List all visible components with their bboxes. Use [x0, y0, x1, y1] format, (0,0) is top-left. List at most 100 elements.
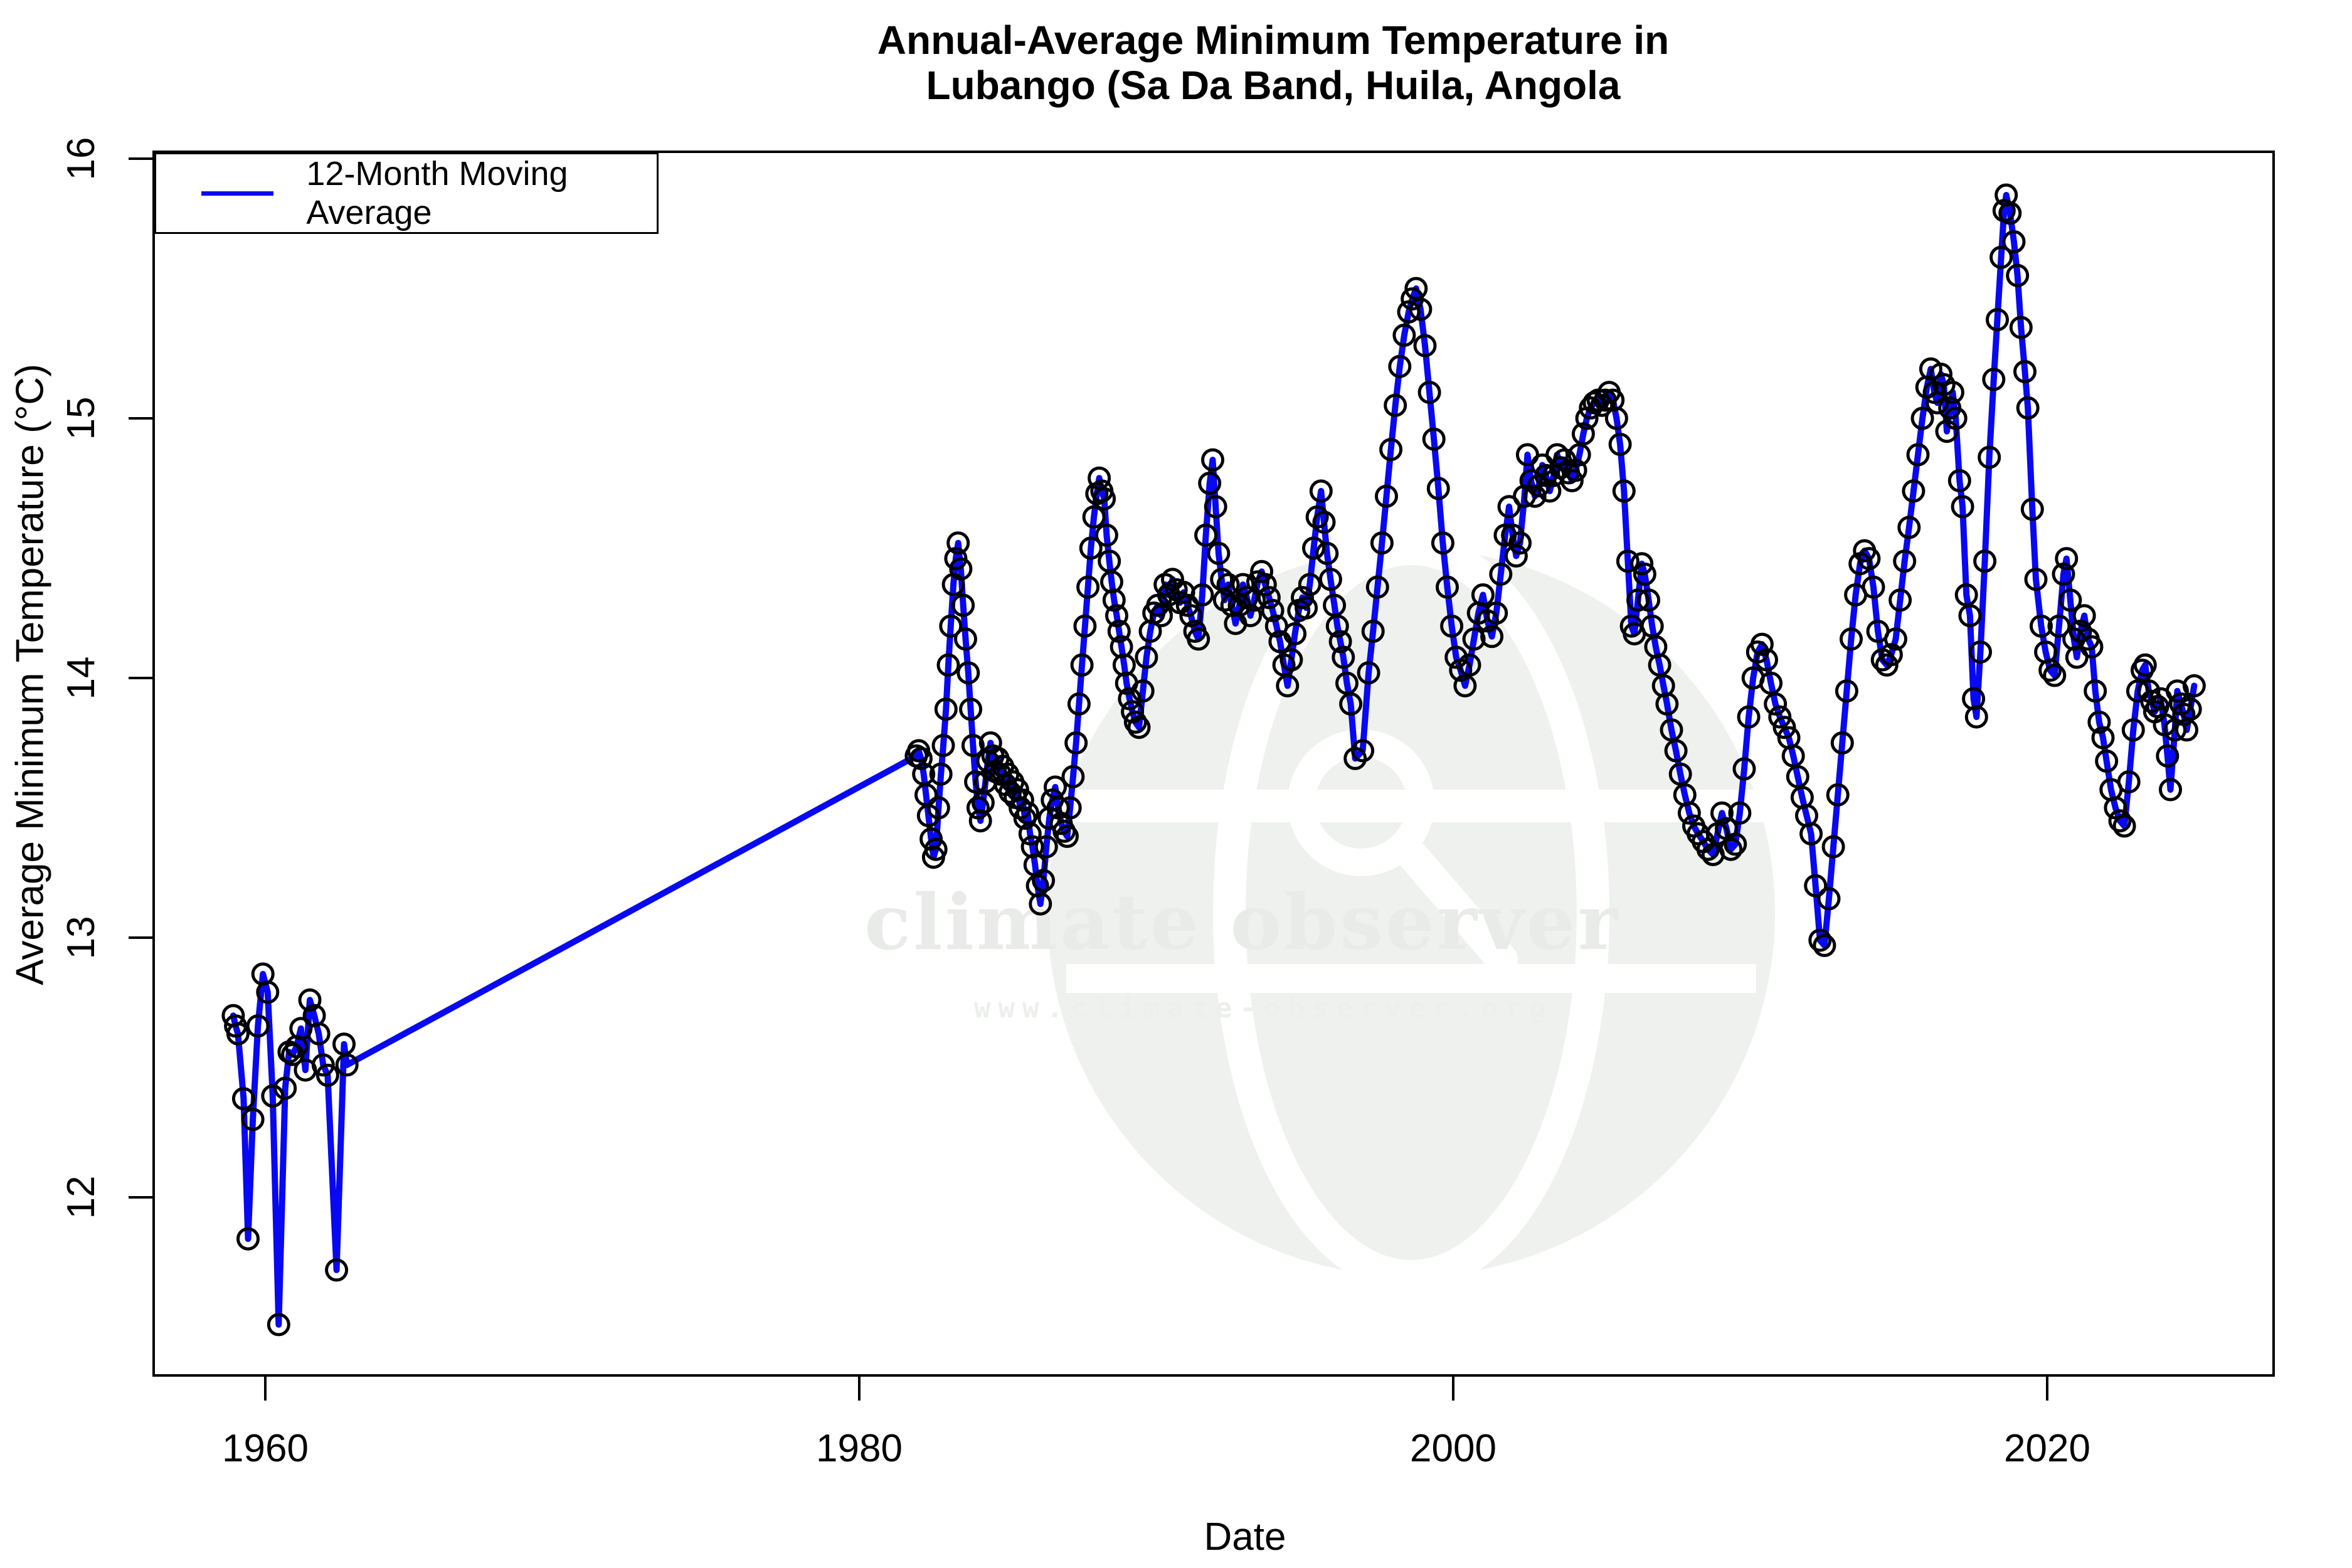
- data-point-marker: [1032, 869, 1056, 893]
- chart-title-line2: Lubango (Sa Da Band, Huila, Angola: [926, 63, 1621, 108]
- data-point-marker: [2182, 674, 2206, 697]
- x-tick-label: 1980: [816, 1427, 903, 1470]
- data-point-marker: [1929, 363, 1952, 386]
- chart-title-line1: Annual-Average Minimum Temperature in: [877, 18, 1670, 63]
- data-point-marker: [1781, 744, 1805, 768]
- data-point-marker: [1560, 469, 1584, 492]
- data-point-marker: [1118, 687, 1142, 711]
- data-point-marker: [1728, 801, 1752, 825]
- data-point-marker: [1737, 705, 1761, 729]
- data-point-marker: [1786, 765, 1809, 788]
- data-point-marker: [2091, 726, 2115, 750]
- data-point-marker: [1857, 547, 1881, 571]
- data-point-marker: [1941, 381, 1964, 405]
- data-point-marker: [2104, 796, 2127, 820]
- data-point-marker: [1817, 887, 1841, 911]
- data-point-marker: [1123, 710, 1147, 734]
- data-point-marker: [1998, 201, 2022, 225]
- data-point-marker: [2002, 230, 2026, 253]
- data-point-marker: [1910, 406, 1934, 430]
- data-point-marker: [1190, 583, 1214, 607]
- data-point-marker: [924, 837, 948, 861]
- data-point-marker: [2133, 653, 2157, 677]
- data-point-marker: [256, 980, 280, 1004]
- data-point-marker: [267, 1313, 290, 1337]
- data-point-marker: [1875, 653, 1899, 677]
- data-point-marker: [1677, 801, 1701, 825]
- data-point-marker: [1660, 718, 1683, 742]
- data-point-marker: [1504, 544, 1528, 568]
- y-axis-title: Average Minimum Temperature (°C): [8, 364, 52, 985]
- data-point-marker: [1655, 692, 1679, 716]
- data-point-marker: [1969, 640, 1992, 664]
- data-point-marker: [1370, 531, 1394, 555]
- data-point-marker: [1564, 458, 1587, 482]
- data-point-marker: [1732, 757, 1756, 781]
- data-point-marker: [1298, 573, 1322, 596]
- data-point-marker: [2172, 702, 2196, 726]
- data-point-marker: [1315, 541, 1339, 565]
- data-point-marker: [1508, 531, 1532, 555]
- data-point-marker: [1835, 679, 1858, 703]
- data-point-marker: [1440, 614, 1464, 638]
- data-point-marker: [1339, 692, 1363, 716]
- plot-border: [152, 151, 2275, 1377]
- data-point-marker: [1309, 479, 1333, 503]
- data-point-marker: [2020, 497, 2044, 521]
- data-point-marker: [1840, 627, 1863, 651]
- data-point-marker: [1276, 674, 1300, 697]
- data-point-marker: [1067, 692, 1091, 716]
- data-point-marker: [1018, 822, 1042, 845]
- data-point-marker: [1343, 746, 1367, 770]
- data-point-marker: [1318, 568, 1342, 591]
- data-point-marker: [1194, 523, 1218, 547]
- data-point-marker: [1379, 438, 1403, 462]
- data-point-marker: [939, 614, 963, 638]
- data-point-marker: [1804, 874, 1828, 898]
- data-point-marker: [273, 1076, 297, 1100]
- data-point-marker: [1325, 614, 1349, 638]
- data-point-marker: [1034, 835, 1058, 859]
- data-point-marker: [1305, 505, 1329, 529]
- data-point-marker: [2108, 809, 2132, 833]
- data-point-marker: [2121, 718, 2145, 742]
- series-moving-average: [221, 183, 2206, 1337]
- data-point-marker: [1392, 324, 1416, 347]
- data-point-marker: [1879, 643, 1903, 667]
- data-point-marker: [261, 1084, 285, 1108]
- data-point-marker: [1664, 739, 1688, 763]
- data-point-marker: [1426, 477, 1450, 501]
- data-point-marker: [2038, 659, 2062, 682]
- data-point-marker: [1257, 586, 1281, 610]
- data-point-marker: [2080, 635, 2104, 659]
- data-point-marker: [1253, 573, 1277, 596]
- data-point-marker: [1397, 300, 1421, 324]
- data-point-marker: [1906, 443, 1930, 467]
- data-point-marker: [1207, 541, 1231, 565]
- data-point-marker: [1107, 620, 1131, 643]
- data-point-marker: [1523, 484, 1547, 508]
- data-point-marker: [1755, 648, 1778, 672]
- data-point-marker: [2055, 547, 2079, 571]
- globe-icon: [1047, 549, 1775, 1276]
- data-point-marker: [226, 1022, 250, 1046]
- data-point-marker: [2087, 710, 2111, 734]
- data-point-marker: [1436, 575, 1459, 599]
- data-point-marker: [1073, 614, 1097, 638]
- data-point-marker: [311, 1053, 335, 1077]
- data-point-marker: [1480, 625, 1504, 649]
- data-point-marker: [1608, 432, 1632, 456]
- data-point-marker: [1328, 630, 1352, 654]
- data-point-marker: [1029, 892, 1052, 916]
- y-tick-label: 14: [60, 657, 103, 700]
- data-point-marker: [1759, 671, 1783, 695]
- data-point-marker: [1431, 531, 1454, 555]
- data-point-marker: [1710, 801, 1734, 825]
- data-point-marker: [2006, 263, 2030, 287]
- data-point-marker: [1082, 505, 1106, 529]
- data-point-marker: [1231, 573, 1255, 596]
- data-point-marker: [1590, 393, 1614, 417]
